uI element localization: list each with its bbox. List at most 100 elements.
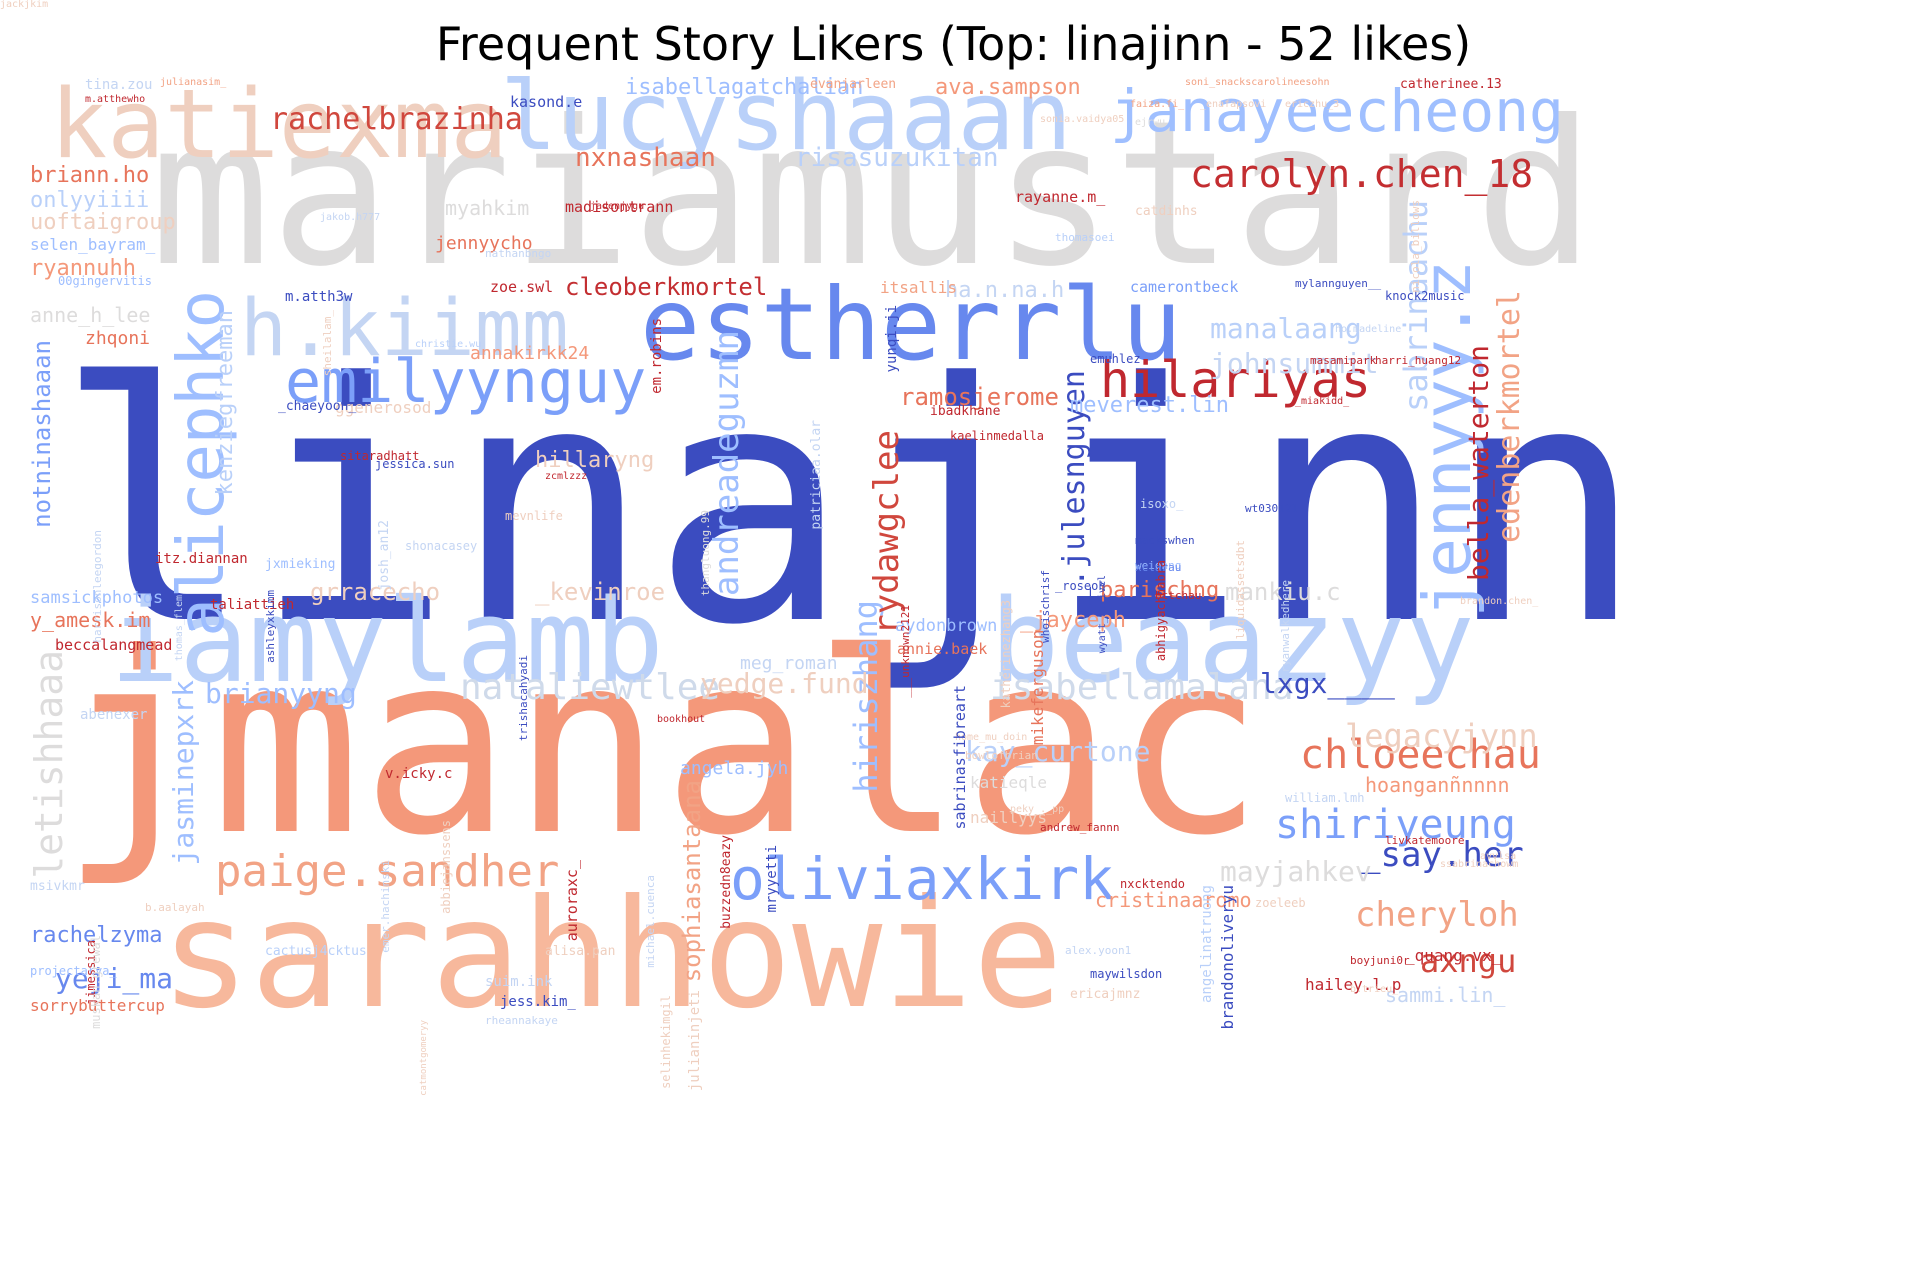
- word-ha-n-na-h: ha.n.na.h: [945, 278, 1065, 303]
- word-buzzedn8eazy: buzzedn8eazy: [719, 835, 734, 929]
- word-nathanbngo: nathanbngo: [485, 247, 552, 260]
- word-harrisonleegordon: harrisonleegordon: [91, 530, 104, 643]
- word-annakirkk24: annakirkk24: [470, 343, 590, 364]
- word-cristinaaromo: cristinaaromo: [1095, 888, 1252, 912]
- word-alisa-pan: alisa.pan: [545, 944, 616, 959]
- word-jessica-sun: jessica.sun: [375, 457, 455, 471]
- word-jasminepxrk: jasminepxrk: [167, 680, 200, 866]
- word-mayjahkev: mayjahkev: [1220, 855, 1372, 888]
- word-christie-wu: christie.wu: [415, 339, 482, 350]
- word-ssabrinachowm: ssabrinachowm: [1440, 859, 1519, 870]
- word-jadenjygu: jadenjygu: [590, 201, 645, 212]
- word-catmontgomeryy: catmontgomeryy: [419, 1020, 429, 1096]
- word-unknown2121: ___unknown2121: [899, 605, 912, 698]
- word-projectarya: projectarya_: [30, 964, 117, 978]
- word-mryyetti: mryyetti: [764, 845, 780, 913]
- word-catherinee-13: catherinee.13: [1400, 77, 1502, 92]
- chart-title: Frequent Story Likers (Top: linajinn - 5…: [435, 17, 1472, 71]
- word-manalaang: manalaang: [1210, 312, 1362, 345]
- word-ashleyxkimm: ashleyxkimm: [264, 590, 277, 663]
- word-say-her: _say.her: [1360, 835, 1524, 875]
- word-hoangan-nnnn: hoanganñnnnn: [1365, 773, 1510, 797]
- word-carolyn-chen-18: carolyn.chen_18: [1190, 152, 1534, 196]
- word-hillaryng: hillaryng: [535, 448, 655, 473]
- word-angela-jyh: angela.jyh: [680, 758, 789, 779]
- word-ryanwalkedhere: ryanwalkedhere: [1279, 580, 1292, 673]
- word-rachelzyma: rachelzyma: [30, 923, 163, 948]
- word-oliviaxkirk: oliviaxkirk: [730, 845, 1115, 913]
- word-soni-snackscarolineesohn: soni_snackscarolineesohn: [1185, 77, 1330, 88]
- word-jennyycho: jennyycho: [435, 233, 533, 254]
- word-katieqle: katieqle: [970, 773, 1048, 792]
- word-hilariyas: hilariyas: [1100, 351, 1371, 409]
- word-bttchau: bttchau: [1155, 589, 1202, 602]
- word-yedge-fund: yedge.fund: [700, 667, 869, 700]
- word-sophiasantaana: sophiasantaana: [678, 780, 706, 983]
- word-zoeleeb: zoeleeb: [1255, 896, 1306, 910]
- word-meg-roman: meg_roman: [740, 653, 838, 674]
- word-sorrybuttercup: sorrybuttercup: [30, 996, 165, 1015]
- word-jakob-h777: jakob.h777: [320, 212, 381, 223]
- word-trishacahyadi: trishacahyadi: [517, 655, 530, 742]
- word-wyatt-harivel: wyatt_harivel: [1097, 575, 1108, 654]
- word-ramosjerome: ramosjerome: [900, 383, 1059, 411]
- word-janayeecheong: janayeecheong: [1110, 77, 1564, 145]
- word-jxmieking: jxmieking: [265, 557, 336, 572]
- word-jackjkim: jackjkim: [0, 0, 49, 10]
- word-rheannakaye: rheannakaye: [485, 1014, 558, 1027]
- word-ejrwu: ejrwu: [1135, 117, 1166, 128]
- word-kevinroe: _kevinroe: [535, 578, 666, 606]
- word-enafapsovi: _enafapsovi: [1200, 99, 1267, 110]
- word-andrew-fannn: andrew_fannn: [1040, 821, 1120, 834]
- word-rayanne-m: rayanne.m_: [1015, 188, 1106, 206]
- word-cleoberkmortel: cleoberkmortel: [565, 273, 768, 301]
- word-quang-vx: _quang.vx_: [1405, 946, 1502, 965]
- word-avvlsa: avvlsa: [1480, 851, 1517, 862]
- word-nxnashaan: nxnashaan: [575, 143, 716, 173]
- word-axngu: axngu: [1420, 942, 1517, 980]
- word-julianinjeti: julianinjeti: [687, 990, 703, 1092]
- word-evanjarleen: evanjarleen: [810, 77, 897, 92]
- word-parischng: parischng: [1100, 578, 1220, 603]
- word-andreadeguzmn: andreadeguzmn: [707, 330, 747, 597]
- word-sheilalam: sheilalam_: [321, 310, 334, 377]
- word-grracecho: grracecho: [310, 578, 441, 606]
- word-auroraxc: auroraxc_: [563, 860, 581, 942]
- word-chaeyoon: _chaeyoon_: [278, 399, 357, 414]
- word-mackswhen: mackswhen: [1135, 534, 1195, 547]
- word-ericzhu-3: ericzhu_3: [1285, 99, 1340, 110]
- word-masamipark: masamipark: [1310, 354, 1377, 367]
- word-beaazyy: beaazyy: [990, 575, 1475, 709]
- word-josh-an12: josh_an12: [377, 520, 392, 591]
- word-m-atthewho: m.atthewho: [85, 94, 146, 105]
- word-brianyyng: brianyyng: [205, 677, 357, 710]
- word-livkatemoore: livkatemoore: [1385, 834, 1465, 847]
- word-home-mu-doin: home_mu_doin: [955, 732, 1028, 743]
- word-naillyys: naillyys: [970, 808, 1048, 827]
- word-catdinhs: catdinhs: [1135, 204, 1198, 219]
- word-samsickphotos: samsickphotos: [30, 588, 164, 608]
- word-em-robins: em.robins: [649, 318, 665, 394]
- word-v-icky-c: v.icky.c: [385, 766, 453, 782]
- word-thomas-flem: thomas_flem: [174, 595, 185, 662]
- word-h-kiimm: h.kiimm: [240, 284, 569, 374]
- word-katherinezhang3: katherinezhang3: [999, 600, 1013, 709]
- word-roseoh: _roseoh: [1055, 579, 1106, 593]
- word-kasond-e: kasond.e: [510, 93, 583, 111]
- word-taliattieh: taliattieh: [210, 597, 295, 613]
- word-faiza-fi: faiza.fi_: [1130, 99, 1185, 110]
- word-whoischrisf: whoischrisf: [1039, 570, 1052, 643]
- word-brandon-chen: brandon.chen_: [1460, 596, 1539, 607]
- word-isabellamalana: isabellamalana: [990, 667, 1294, 708]
- word-nxcktendo: nxcktendo: [1120, 877, 1186, 891]
- word-rydawgclee: rydawgclee: [867, 430, 907, 635]
- word-liquidassetsdbt: liquidassetsdbt: [1234, 540, 1247, 640]
- word-thangluong-99: thangluong.99: [699, 510, 712, 597]
- word-lucyshaaan: lucyshaaan: [500, 62, 1072, 172]
- word-shiriyeung: shiriyeung: [1275, 802, 1516, 848]
- word-shonacasey: shonacasey: [405, 539, 478, 553]
- word-johnsummit: johnsummit: [1210, 347, 1379, 380]
- word-annie-baek: annie.baek: [897, 640, 988, 658]
- word-b-aalayah: b.aalayah: [145, 901, 205, 914]
- word-jess-kim: jess.kim_: [500, 994, 576, 1010]
